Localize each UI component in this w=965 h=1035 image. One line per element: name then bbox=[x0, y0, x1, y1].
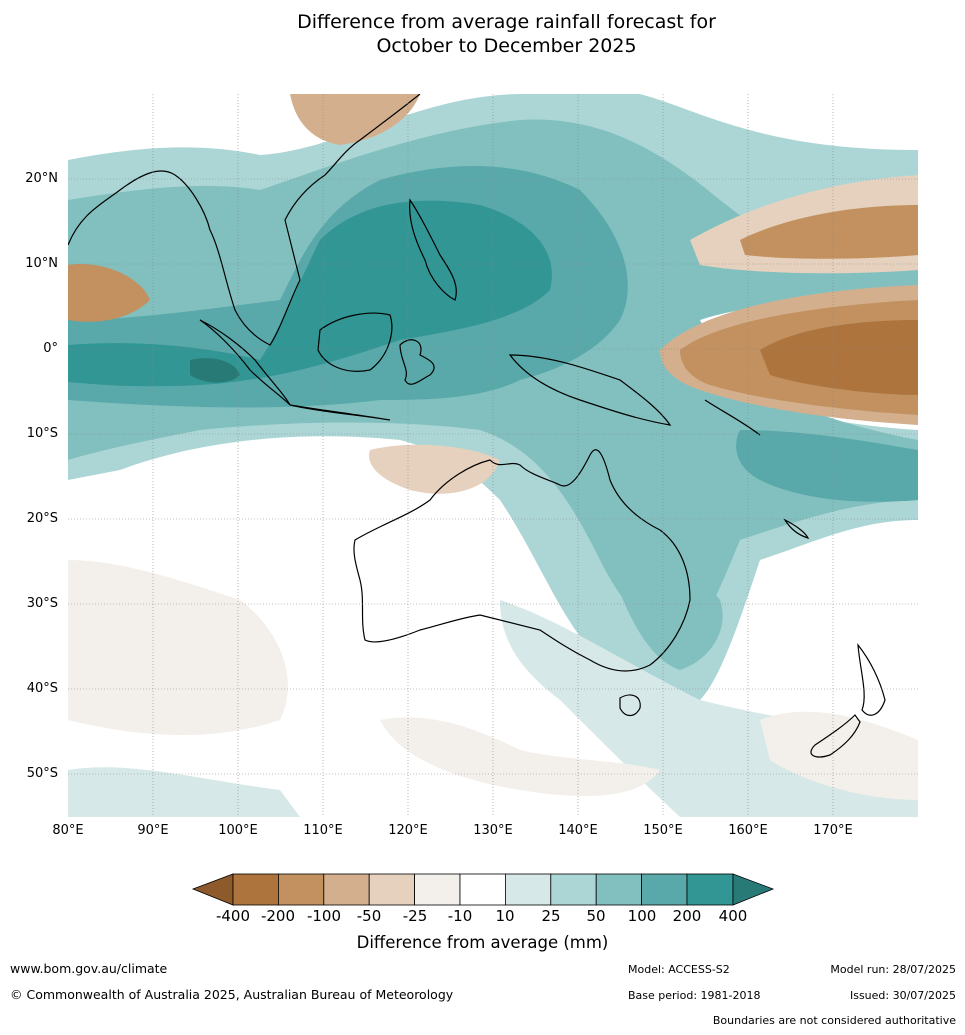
dry-zone-equatorial-core bbox=[760, 320, 918, 395]
colorbar-label: -25 bbox=[402, 907, 428, 925]
colorbar-segment bbox=[232, 873, 279, 906]
lon-tick-label: 120°E bbox=[388, 823, 428, 838]
lat-tick-label: 50°S bbox=[26, 766, 58, 781]
colorbar-title: Difference from average (mm) bbox=[356, 933, 609, 952]
coastline-asia bbox=[68, 94, 421, 346]
dry-zone-arabian-sea bbox=[68, 264, 150, 322]
colorbar-label: -400 bbox=[215, 907, 251, 925]
colorbar-label: 400 bbox=[718, 907, 748, 925]
wet-zone-east-australia bbox=[610, 520, 723, 670]
wet-zone-south-west bbox=[68, 767, 300, 817]
coastline-solomons bbox=[704, 399, 761, 436]
boundaries-disclaimer: Boundaries are not considered authoritat… bbox=[712, 1014, 956, 1027]
lon-tick-label: 170°E bbox=[813, 823, 853, 838]
issued-date: Issued: 30/07/2025 bbox=[849, 989, 956, 1002]
lat-tick-label: 20°S bbox=[26, 511, 58, 526]
lon-tick-label: 140°E bbox=[558, 823, 598, 838]
coastline-sulawesi bbox=[399, 339, 435, 385]
coastline-tasmania bbox=[619, 694, 641, 717]
colorbar-label: -50 bbox=[356, 907, 382, 925]
colorbar-segment bbox=[504, 873, 552, 906]
dry-zone-nw-australia bbox=[369, 444, 500, 494]
colorbar-segment bbox=[368, 873, 416, 906]
coastline-new-caledonia bbox=[783, 518, 810, 539]
lon-tick-label: 150°E bbox=[643, 823, 683, 838]
coastline-new-zealand-south bbox=[810, 714, 861, 758]
coastline-java bbox=[289, 404, 391, 421]
coastline-borneo bbox=[317, 312, 393, 372]
colorbar-label: 10 bbox=[495, 907, 515, 925]
title-line-2: October to December 2025 bbox=[376, 35, 637, 57]
colorbar-label: 100 bbox=[627, 907, 657, 925]
wet-zone-gt400 bbox=[190, 358, 240, 383]
website-link[interactable]: www.bom.gov.au/climate bbox=[10, 961, 168, 976]
gridlines bbox=[68, 94, 918, 817]
coastline-australia bbox=[353, 449, 691, 672]
colorbar-segment bbox=[550, 873, 597, 906]
colorbar-segment bbox=[459, 873, 506, 906]
wet-zone-p200 bbox=[68, 200, 552, 387]
copyright-text: © Commonwealth of Australia 2025, Austra… bbox=[10, 987, 454, 1002]
lat-tick-label: 10°S bbox=[26, 426, 58, 441]
lon-tick-label: 90°E bbox=[137, 823, 169, 838]
colorbar-label: 50 bbox=[586, 907, 606, 925]
lon-tick-label: 80°E bbox=[52, 823, 84, 838]
colorbar-segment bbox=[686, 873, 734, 906]
colorbar-label: 25 bbox=[541, 907, 561, 925]
model-name: Model: ACCESS-S2 bbox=[628, 963, 730, 976]
wet-zone-p100-pacific bbox=[736, 430, 918, 502]
colorbar-segment bbox=[414, 873, 461, 906]
colorbar-label: -200 bbox=[260, 907, 296, 925]
title-line-1: Difference from average rainfall forecas… bbox=[297, 11, 716, 33]
dry-zone-north-pacific bbox=[740, 205, 918, 259]
base-period: Base period: 1981-2018 bbox=[628, 989, 761, 1002]
lat-tick-label: 0° bbox=[43, 341, 58, 356]
colorbar-segment bbox=[595, 873, 643, 906]
lon-tick-label: 130°E bbox=[473, 823, 513, 838]
lon-tick-label: 160°E bbox=[728, 823, 768, 838]
model-run-date: Model run: 28/07/2025 bbox=[830, 963, 956, 976]
dry-zone-tasman bbox=[760, 711, 918, 800]
colorbar-extend-high bbox=[732, 873, 775, 906]
colorbar-segment bbox=[277, 873, 325, 906]
colorbar-label: 200 bbox=[672, 907, 702, 925]
colorbar-extend-low bbox=[191, 873, 234, 906]
lat-tick-label: 20°N bbox=[25, 171, 58, 186]
colorbar bbox=[191, 873, 775, 906]
lat-tick-label: 40°S bbox=[26, 681, 58, 696]
dry-zone-south-ocean bbox=[380, 717, 660, 796]
coastline-philippines bbox=[409, 198, 457, 301]
lat-tick-label: 30°S bbox=[26, 596, 58, 611]
colorbar-segment bbox=[641, 873, 688, 906]
dry-zone-china bbox=[290, 94, 420, 145]
colorbar-label: -100 bbox=[306, 907, 342, 925]
coastline-new-zealand-north bbox=[857, 643, 886, 716]
lat-tick-label: 10°N bbox=[25, 256, 58, 271]
map-title: Difference from average rainfall forecas… bbox=[0, 10, 965, 58]
colorbar-label: -10 bbox=[447, 907, 473, 925]
lon-tick-label: 110°E bbox=[303, 823, 343, 838]
lon-tick-label: 100°E bbox=[218, 823, 258, 838]
coastline-new-guinea bbox=[508, 354, 672, 426]
colorbar-segment bbox=[323, 873, 370, 906]
coastlines bbox=[68, 94, 886, 758]
